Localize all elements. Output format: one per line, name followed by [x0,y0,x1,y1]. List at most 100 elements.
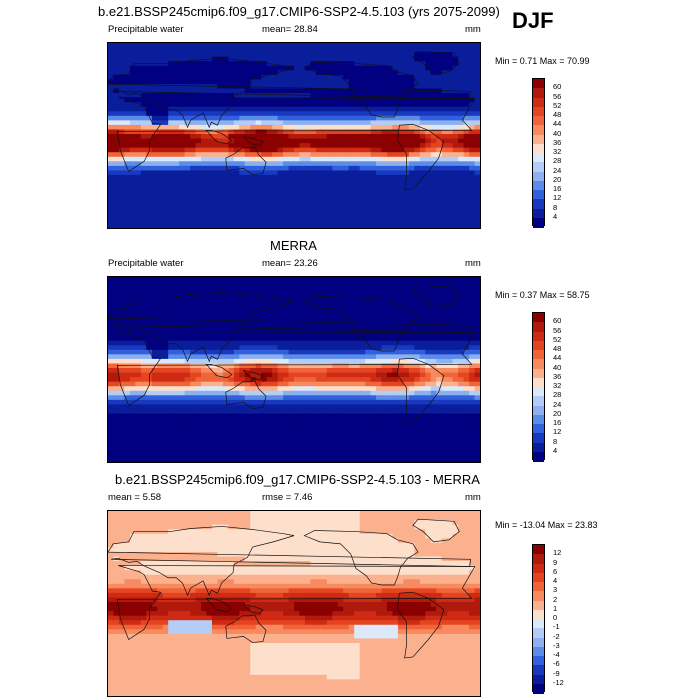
field-cell [304,83,311,89]
field-cell [244,152,251,158]
field-cell [211,65,218,71]
field-cell [376,61,382,67]
field-cell [255,184,262,190]
field-cell [255,47,262,53]
field-cell [250,408,257,414]
field-cell [118,52,125,58]
field-cell [129,111,136,117]
field-cell [452,134,459,139]
field-cell [162,327,169,333]
panel-1-left-label: Precipitable water [108,24,184,35]
field-cell [315,368,322,373]
field-cell [283,304,289,310]
field-cell [469,331,475,337]
field-cell [447,165,454,171]
field-cell [315,345,322,351]
field-cell [195,111,202,117]
field-cell [381,286,388,292]
field-cell [299,152,306,158]
field-cell [146,152,153,158]
field-cell [217,161,224,167]
field-cell [124,47,131,53]
field-cell [452,174,459,180]
field-cell [179,102,185,108]
field-cell [447,408,454,414]
field-cell [458,215,464,221]
colorbar-tick-label: 28 [553,156,562,166]
field-cell [332,174,339,180]
field-cell [168,308,175,314]
field-cell [162,83,169,89]
field-cell [397,299,404,305]
field-cell [403,202,410,208]
field-cell [392,215,399,221]
field-cell [425,61,432,67]
field-cell [233,322,240,328]
field-cell [277,308,284,314]
field-cell [463,313,470,319]
field-cell [108,290,114,296]
colorbar-tick-label: 12 [553,193,562,203]
field-cell [277,215,284,221]
field-cell [387,161,393,167]
field-cell [129,52,136,58]
field-cell [168,79,175,85]
field-cell [124,102,131,108]
field-cell [222,299,229,305]
field-cell [261,88,268,94]
field-cell [146,129,153,135]
field-cell [184,202,191,208]
field-cell [403,368,410,373]
field-cell [244,399,251,405]
field-cell [332,193,339,199]
field-cell [151,220,158,226]
field-cell [354,202,361,208]
field-cell [206,386,213,392]
field-cell [157,408,164,414]
field-cell [381,43,388,48]
field-cell [387,152,393,158]
field-cell [129,340,136,346]
field-cell [414,345,421,351]
field-cell [151,115,158,121]
field-cell [458,129,464,135]
field-cell [283,102,289,108]
field-cell [233,363,240,369]
field-cell [332,161,339,167]
field-cell [321,395,328,401]
field-cell [195,304,202,310]
panel-2-map-svg [108,277,480,462]
field-cell [118,161,125,167]
field-cell [474,381,480,387]
field-cell [272,322,278,328]
field-cell [365,331,371,337]
field-cell [381,79,388,85]
field-cell [239,161,246,167]
field-cell [228,134,235,139]
field-cell [354,170,361,176]
field-cell [365,202,371,208]
field-cell [190,61,196,67]
field-cell [359,308,366,314]
field-cell [195,418,202,424]
field-cell [381,129,388,135]
field-cell [179,170,185,176]
field-cell [397,152,404,158]
field-cell [277,170,284,176]
field-cell [381,322,388,328]
field-cell [211,372,218,378]
field-cell [321,174,328,180]
field-cell [201,102,207,108]
field-cell [168,299,175,305]
field-cell [414,281,421,287]
field-cell [326,345,333,351]
field-cell [217,345,224,351]
field-cell [370,88,377,94]
field-cell [190,368,196,373]
field-cell [283,179,289,185]
field-cell [310,97,317,103]
field-cell [326,225,333,228]
field-cell [288,156,295,162]
field-cell [315,399,322,405]
field-cell [381,281,388,287]
